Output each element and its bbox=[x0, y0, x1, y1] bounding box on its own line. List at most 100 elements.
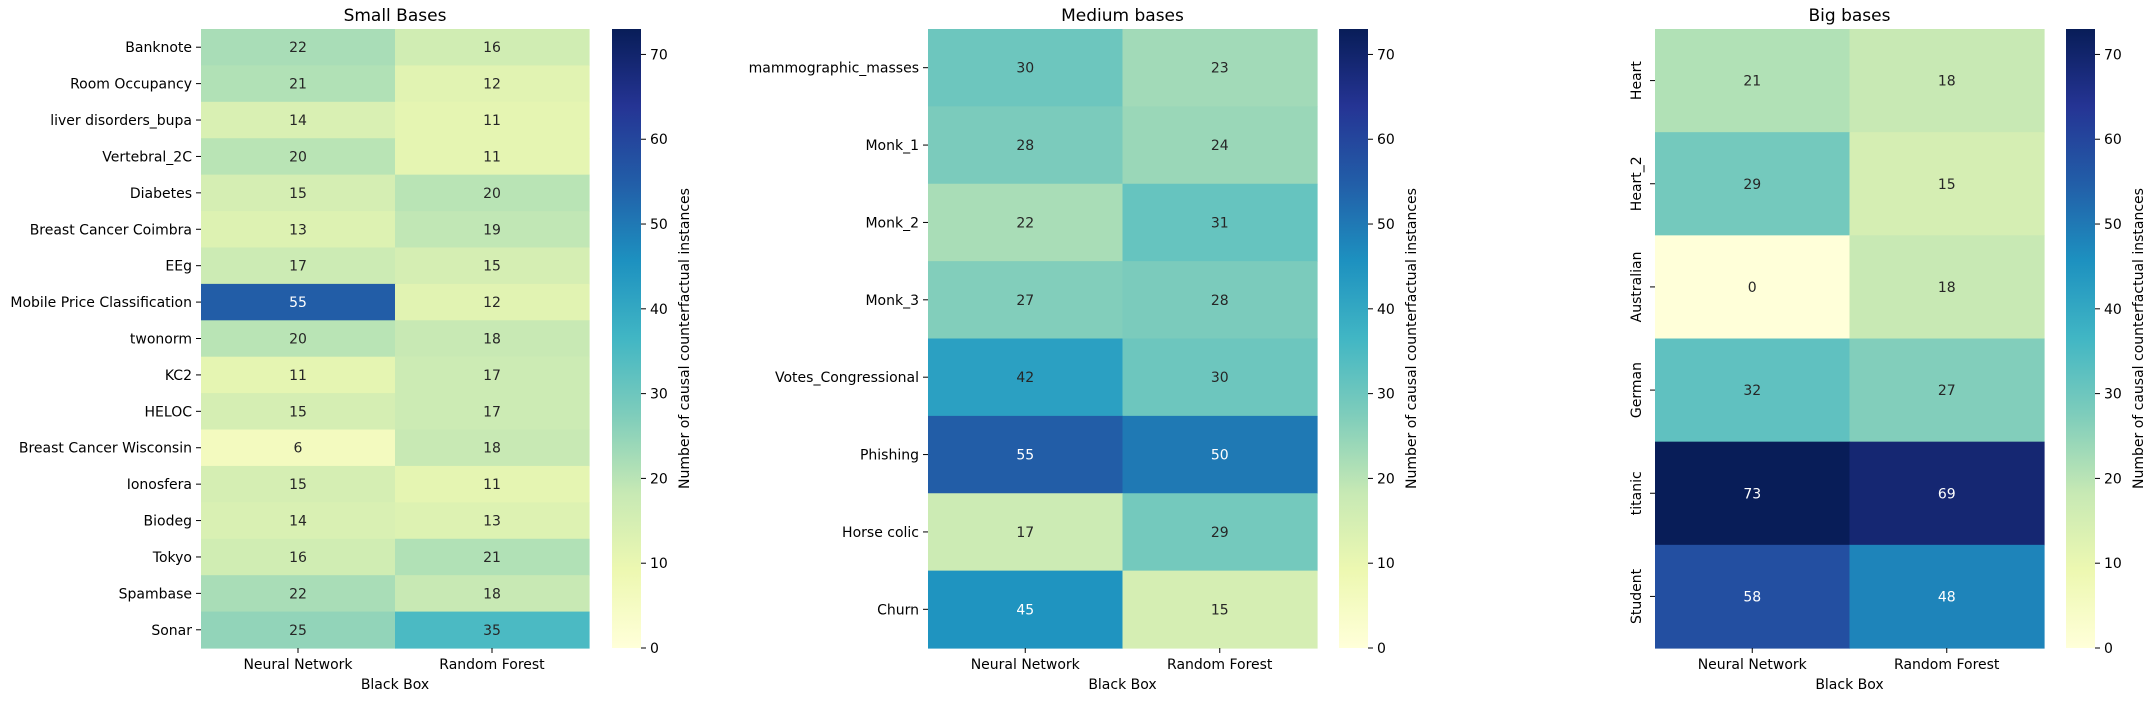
chart-title: Big bases bbox=[1809, 6, 1891, 26]
y-tick-label: mammographic_masses bbox=[749, 61, 919, 77]
cell-value-label: 13 bbox=[483, 514, 501, 530]
cell-value-label: 22 bbox=[289, 586, 307, 602]
cell-value-label: 21 bbox=[289, 77, 307, 93]
heatmap-cell bbox=[201, 611, 396, 649]
cell-value-label: 18 bbox=[483, 332, 501, 348]
colorbar: 0 10 20 30 40 50 60 70 Number of causal counterf… bbox=[1339, 29, 1420, 657]
cell-value-label: 24 bbox=[1211, 138, 1229, 154]
heatmap-cell bbox=[1655, 235, 1851, 340]
cell-value-label: 15 bbox=[289, 186, 307, 202]
colorbar-tick-label: 60 bbox=[650, 132, 668, 148]
cell-value-label: 25 bbox=[289, 623, 307, 639]
heatmap-cell bbox=[1122, 570, 1318, 649]
heatmap-cell bbox=[928, 338, 1124, 417]
heatmap-cell bbox=[395, 575, 590, 613]
heatmap-cell bbox=[1849, 29, 2045, 133]
heatmap-cell bbox=[1655, 338, 1851, 443]
heatmap-cell bbox=[1849, 544, 2045, 649]
colorbar-tick-label: 10 bbox=[2104, 556, 2122, 572]
heatmap-cell bbox=[201, 320, 396, 358]
colorbar-tick-label: 10 bbox=[650, 556, 668, 572]
heatmap-cell bbox=[1849, 441, 2045, 546]
heatmap-cell bbox=[1122, 415, 1318, 494]
heatmap-cell bbox=[395, 393, 590, 431]
y-tick-label: Monk_2 bbox=[865, 215, 919, 231]
colorbar-tick-label: 10 bbox=[1377, 556, 1395, 572]
heatmap-cell bbox=[928, 415, 1124, 494]
heatmap-cell bbox=[201, 575, 396, 613]
cell-value-label: 15 bbox=[289, 477, 307, 493]
colorbar-tick-label: 50 bbox=[2104, 217, 2122, 233]
colorbar-gradient bbox=[2066, 29, 2095, 648]
cell-value-label: 31 bbox=[1211, 215, 1229, 231]
heatmap-cell bbox=[395, 174, 590, 212]
cell-value-label: 20 bbox=[289, 332, 307, 348]
heatmap-cell bbox=[201, 283, 396, 321]
y-tick-label: Ionosfera bbox=[127, 477, 192, 493]
cell-value-label: 15 bbox=[483, 259, 501, 275]
cell-value-label: 17 bbox=[289, 259, 307, 275]
colorbar-tick-label: 20 bbox=[1377, 471, 1395, 487]
colorbar-tick-label: 70 bbox=[2104, 47, 2122, 63]
y-tick-label: Tokyo bbox=[152, 550, 192, 566]
heatmap-cell bbox=[395, 101, 590, 139]
colorbar-label: Number of causal counterfactual instance… bbox=[677, 188, 693, 489]
cell-value-label: 14 bbox=[289, 113, 307, 129]
heatmap-cell bbox=[395, 29, 590, 67]
heatmap-cell bbox=[201, 465, 396, 503]
chart-title: Small Bases bbox=[344, 6, 447, 26]
x-tick-label: Random Forest bbox=[1894, 657, 2000, 673]
colorbar-tick-label: 20 bbox=[650, 471, 668, 487]
y-tick-label: EEg bbox=[165, 259, 192, 275]
cell-value-label: 20 bbox=[289, 149, 307, 165]
y-tick-label: Votes_Congressional bbox=[775, 370, 919, 386]
y-tick-label: Monk_1 bbox=[865, 138, 919, 154]
y-tick-label: titanic bbox=[1629, 471, 1645, 515]
heatmap-cell bbox=[395, 538, 590, 576]
heatmap-cell bbox=[395, 247, 590, 285]
cell-value-label: 11 bbox=[483, 149, 501, 165]
heatmap-cell bbox=[201, 393, 396, 431]
cell-value-label: 69 bbox=[1938, 486, 1956, 502]
cell-value-label: 15 bbox=[289, 404, 307, 420]
y-tick-label: Student bbox=[1629, 568, 1645, 624]
heatmap-cell bbox=[928, 29, 1124, 107]
cell-value-label: 13 bbox=[289, 222, 307, 238]
cell-value-label: 17 bbox=[483, 404, 501, 420]
cell-value-label: 18 bbox=[1938, 74, 1956, 90]
colorbar-tick-label: 30 bbox=[650, 387, 668, 403]
cell-value-label: 30 bbox=[1016, 61, 1034, 77]
cell-value-label: 0 bbox=[1748, 280, 1757, 296]
cell-value-label: 17 bbox=[1016, 525, 1034, 541]
cell-value-label: 23 bbox=[1211, 61, 1229, 77]
colorbar-tick-label: 40 bbox=[650, 302, 668, 318]
colorbar-tick-label: 70 bbox=[650, 47, 668, 63]
heatmap-cell bbox=[1122, 261, 1318, 340]
cell-value-label: 32 bbox=[1743, 383, 1761, 399]
y-tick-label: Breast Cancer Coimbra bbox=[30, 222, 192, 238]
cell-value-label: 42 bbox=[1016, 370, 1034, 386]
x-axis-label: Black Box bbox=[361, 677, 429, 693]
heatmap-cell bbox=[201, 174, 396, 212]
heatmap-cell bbox=[1122, 338, 1318, 417]
y-tick-label: liver disorders_bupa bbox=[50, 113, 192, 129]
colorbar-tick-label: 30 bbox=[1377, 387, 1395, 403]
y-tick-label: Diabetes bbox=[130, 186, 192, 202]
heatmap-cell bbox=[201, 502, 396, 540]
colorbar-tick-label: 20 bbox=[2104, 471, 2122, 487]
colorbar: 0 10 20 30 40 50 60 70 Number of causal counterf… bbox=[612, 29, 693, 657]
y-tick-label: Banknote bbox=[125, 40, 192, 56]
cell-value-label: 12 bbox=[483, 295, 501, 311]
cell-value-label: 35 bbox=[483, 623, 501, 639]
cell-value-label: 55 bbox=[289, 295, 307, 311]
heatmap-panel-2: Medium bases 30 23 28 24 22 31 27 28 42 30 55 50 17 29… bbox=[749, 6, 1420, 693]
cell-value-label: 11 bbox=[483, 477, 501, 493]
heatmap-cell bbox=[201, 138, 396, 176]
cell-value-label: 18 bbox=[483, 441, 501, 457]
heatmap-cell bbox=[1655, 441, 1851, 546]
heatmap-cell bbox=[395, 65, 590, 103]
colorbar-tick-label: 50 bbox=[1377, 217, 1395, 233]
heatmap-cell bbox=[395, 502, 590, 540]
heatmap-cell bbox=[201, 247, 396, 285]
